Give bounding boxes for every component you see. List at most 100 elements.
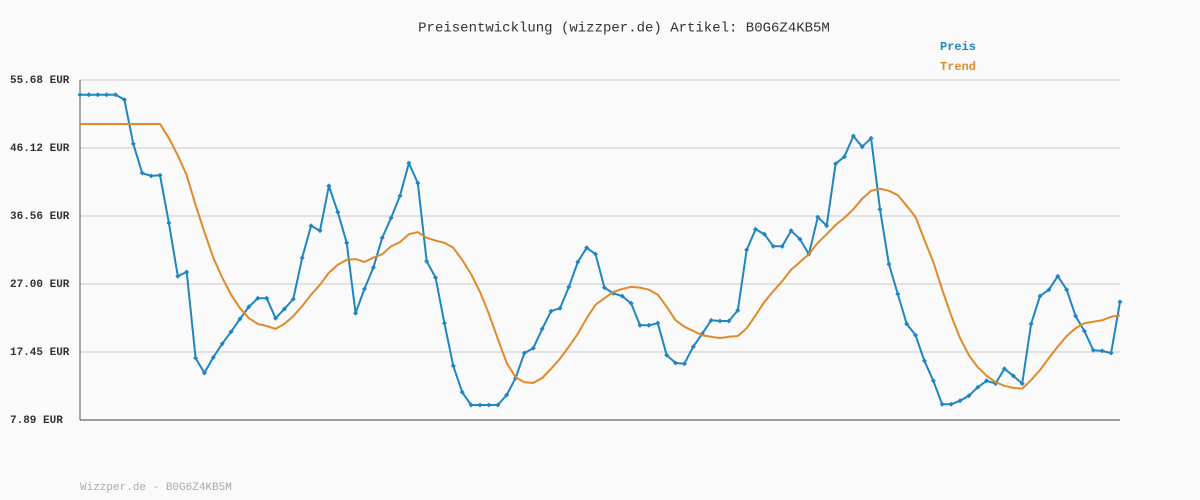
chart-title: Preisentwicklung (wizzper.de) Artikel: B… [418,21,830,37]
point-marker [877,206,883,212]
point-marker [1073,313,1079,319]
point-marker [584,245,590,251]
point-marker [913,332,919,338]
point-marker [521,350,527,356]
point-marker [1028,321,1034,327]
point-marker [655,320,661,326]
legend-label: Preis [940,40,976,54]
point-marker [708,317,714,323]
point-marker [219,341,225,347]
y-tick-label: 7.89 EUR [10,415,63,427]
point-marker [184,269,190,275]
point-marker [113,92,119,98]
point-marker [841,154,847,160]
point-marker [1108,350,1114,356]
point-marker [1046,287,1052,293]
point-marker [148,173,154,179]
y-tick-label: 36.56 EUR [10,211,70,223]
point-marker [815,214,821,220]
point-marker [86,92,92,98]
point-marker [566,284,572,290]
point-marker [255,295,261,301]
point-marker [361,286,367,292]
point-marker [175,273,181,279]
point-marker [281,306,287,312]
point-marker [1010,373,1016,379]
legend-label: Trend [940,60,976,74]
point-marker [1090,347,1096,353]
source: Wizzper.de - B0G6Z4KB5M [80,482,232,494]
point-marker [770,243,776,249]
point-marker [539,326,545,332]
point-marker [397,193,403,199]
point-marker [779,243,785,249]
point-marker [984,378,990,384]
point-marker [1117,299,1123,305]
point-marker [353,310,359,316]
point-marker [130,141,136,147]
point-marker [753,226,759,232]
point-marker [726,318,732,324]
point-marker [1037,293,1043,299]
point-marker [1019,381,1025,387]
point-marker [246,304,252,310]
point-marker [557,305,563,311]
point-marker [797,236,803,242]
point-marker [681,361,687,367]
point-marker [264,295,270,301]
point-marker [735,307,741,313]
point-marker [833,161,839,167]
point-marker [166,220,172,226]
point-marker [495,402,501,408]
point-marker [139,170,145,176]
point-marker [290,296,296,302]
point-marker [379,235,385,241]
point-marker [299,255,305,261]
point-marker [210,354,216,360]
point-marker [424,258,430,264]
point-marker [486,402,492,408]
point-marker [850,133,856,139]
point-marker [1099,348,1105,354]
point-marker [1081,328,1087,334]
y-tick-label: 46.12 EUR [10,143,70,155]
point-marker [761,231,767,237]
point-marker [921,358,927,364]
point-marker [477,402,483,408]
point-marker [370,265,376,271]
point-marker [237,316,243,322]
point-marker [904,321,910,327]
point-marker [1001,366,1007,372]
point-marker [388,215,394,221]
point-marker [121,97,127,103]
y-tick-label: 17.45 EUR [10,347,70,359]
point-marker [308,223,314,229]
point-marker [344,240,350,246]
point-marker [664,352,670,358]
point-marker [930,378,936,384]
point-marker [957,398,963,404]
point-marker [895,291,901,297]
point-marker [717,318,723,324]
point-marker [966,393,972,399]
point-marker [673,360,679,366]
point-marker [459,389,465,395]
point-marker [530,345,536,351]
point-marker [335,209,341,215]
point-marker [575,259,581,265]
point-marker [1055,273,1061,279]
point-marker [744,247,750,253]
point-marker [548,308,554,314]
point-marker [788,228,794,234]
point-marker [201,370,207,376]
point-marker [619,293,625,299]
point-marker [939,401,945,407]
series-line [80,93,1121,406]
point-marker [593,251,599,257]
point-marker [1064,287,1070,293]
y-tick-label: 27.00 EUR [10,279,70,291]
point-marker [646,322,652,328]
point-marker [628,300,634,306]
